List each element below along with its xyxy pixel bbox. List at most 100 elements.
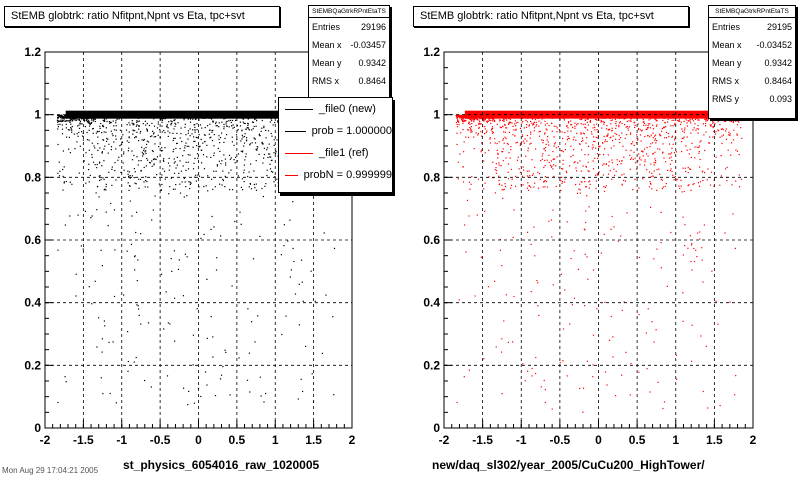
data-point <box>655 160 657 162</box>
data-point <box>636 139 639 141</box>
data-point <box>611 215 613 218</box>
data-point <box>99 127 101 129</box>
data-point <box>689 168 691 170</box>
data-point <box>681 151 683 153</box>
data-point <box>91 153 93 156</box>
data-point <box>531 122 533 124</box>
data-point <box>601 120 603 122</box>
data-point <box>68 136 70 138</box>
data-point <box>534 118 537 121</box>
data-point <box>106 120 108 123</box>
data-point <box>580 132 582 134</box>
data-point <box>632 189 634 191</box>
data-point <box>539 130 541 132</box>
data-point <box>253 137 255 139</box>
data-point <box>709 184 712 186</box>
data-point <box>266 147 269 149</box>
data-point <box>128 136 130 138</box>
data-point <box>558 129 560 131</box>
data-point <box>473 120 475 122</box>
data-point <box>113 125 115 127</box>
data-point <box>684 224 686 226</box>
data-point <box>653 164 655 166</box>
data-point <box>126 124 128 126</box>
data-point <box>544 389 546 391</box>
data-point <box>131 215 133 217</box>
data-point <box>687 120 689 122</box>
data-point <box>249 183 252 185</box>
data-point <box>138 178 140 180</box>
data-point <box>551 236 553 238</box>
data-point <box>736 133 738 135</box>
data-point <box>589 183 591 185</box>
data-point <box>237 175 239 177</box>
data-point <box>459 153 461 155</box>
data-point <box>539 178 541 180</box>
data-point <box>665 137 668 139</box>
data-point <box>263 157 265 159</box>
data-point <box>196 137 198 139</box>
data-point <box>63 166 65 168</box>
data-point <box>101 152 103 154</box>
data-point <box>247 124 249 127</box>
x-tick-label: 0 <box>195 433 202 447</box>
data-point <box>128 137 130 139</box>
data-point <box>71 119 73 121</box>
data-point <box>193 140 195 143</box>
data-point <box>621 122 623 125</box>
data-point <box>102 125 104 127</box>
data-point <box>551 408 553 410</box>
data-point <box>689 120 691 122</box>
data-point <box>526 140 528 142</box>
data-point <box>260 395 262 397</box>
data-point <box>647 155 649 157</box>
data-point <box>670 152 673 154</box>
data-point <box>134 137 136 139</box>
data-point <box>616 133 618 135</box>
data-point <box>263 401 265 403</box>
data-point <box>215 170 217 172</box>
data-point <box>104 145 106 147</box>
data-point <box>116 118 118 120</box>
data-point <box>621 132 623 134</box>
data-point <box>653 341 655 343</box>
data-point <box>231 136 233 138</box>
data-point <box>458 123 460 126</box>
data-point <box>652 132 654 134</box>
data-point <box>567 121 570 123</box>
data-point <box>92 127 94 130</box>
data-point <box>64 120 66 122</box>
data-point <box>75 119 77 121</box>
data-point <box>544 132 546 134</box>
data-point <box>323 232 325 234</box>
data-point <box>664 137 666 139</box>
data-point <box>173 250 175 252</box>
data-point <box>464 115 466 117</box>
data-point <box>247 118 249 120</box>
data-point <box>148 141 150 143</box>
data-point <box>287 240 289 242</box>
data-point <box>164 132 166 134</box>
data-point <box>197 157 199 159</box>
data-point <box>573 136 575 138</box>
data-point <box>57 123 59 126</box>
data-point <box>521 175 523 177</box>
data-point <box>144 120 146 122</box>
data-point <box>66 120 68 122</box>
data-point <box>511 178 513 180</box>
data-point <box>85 182 87 184</box>
data-point <box>217 147 219 149</box>
data-point <box>652 124 654 126</box>
data-point <box>674 137 676 139</box>
data-point <box>115 135 117 137</box>
data-point <box>63 120 65 122</box>
data-point <box>185 161 187 163</box>
data-point <box>482 118 485 120</box>
data-point <box>727 149 729 151</box>
data-point <box>630 119 632 121</box>
data-point <box>619 142 621 144</box>
data-point <box>94 280 96 282</box>
data-point <box>62 150 64 152</box>
data-point <box>239 125 242 127</box>
data-point <box>505 137 507 140</box>
